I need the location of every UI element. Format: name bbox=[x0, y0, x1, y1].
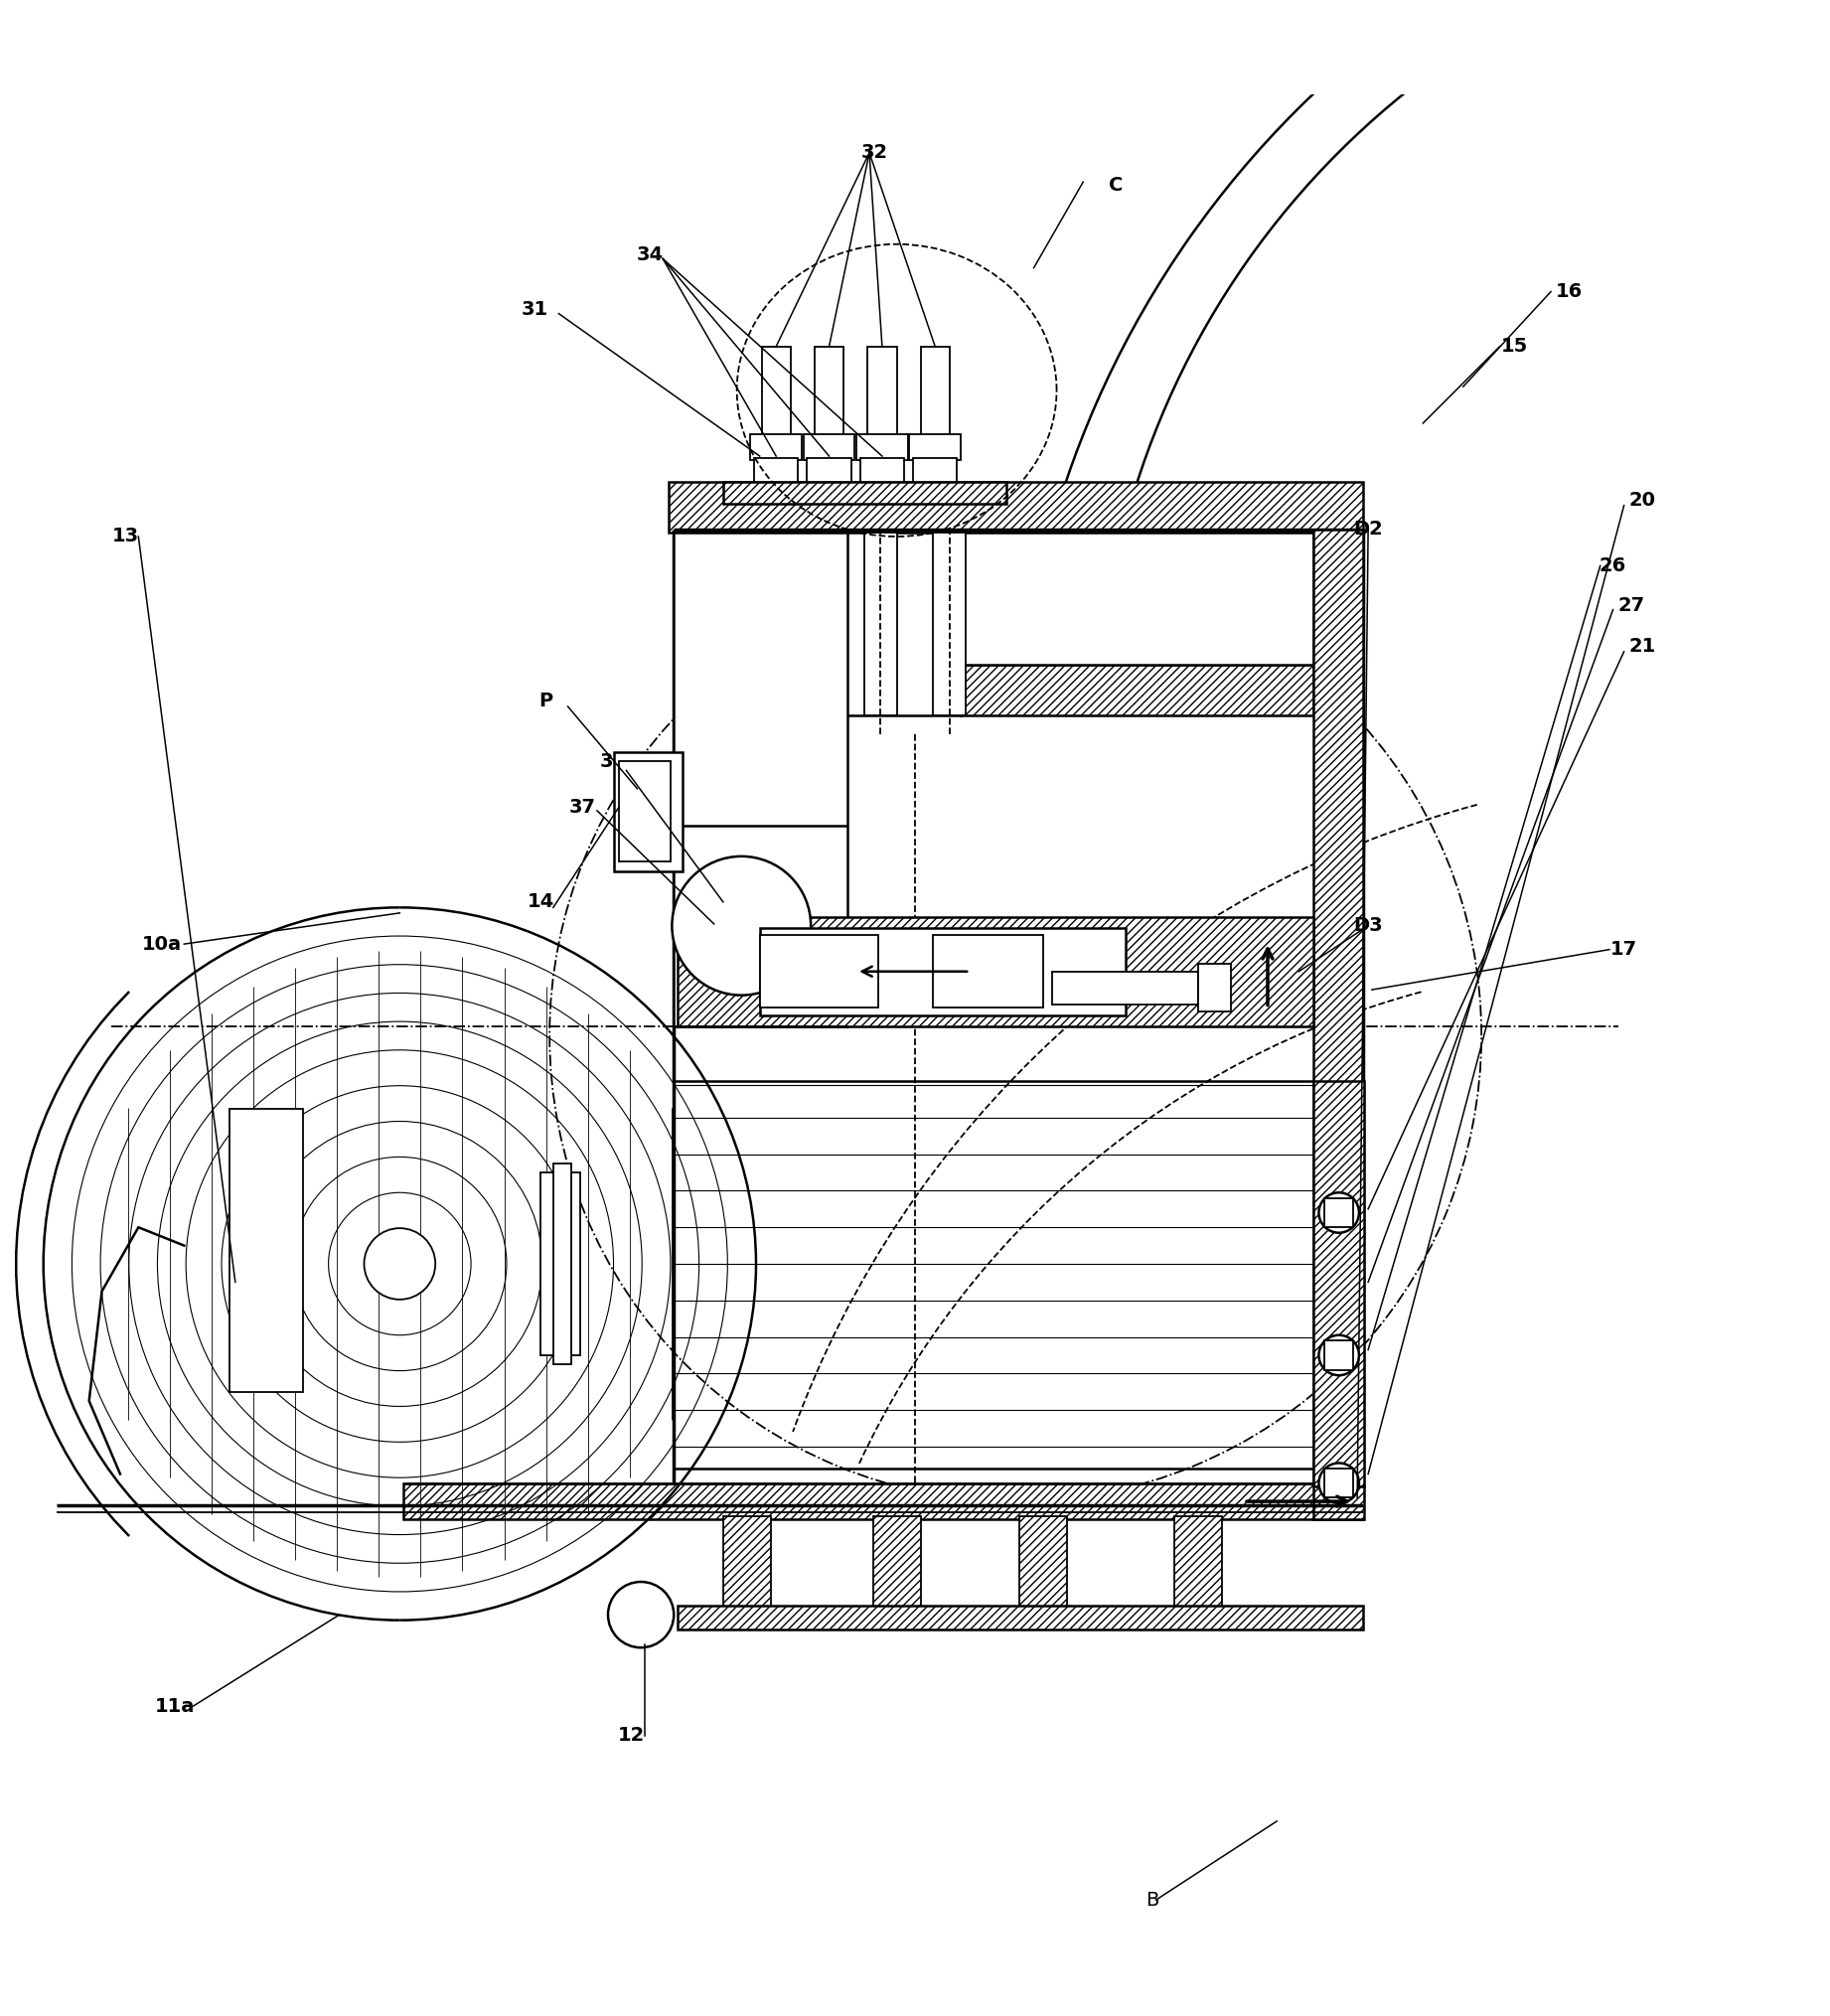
Bar bbox=[913, 458, 957, 482]
Bar bbox=[867, 347, 897, 437]
Circle shape bbox=[1319, 1464, 1360, 1504]
Bar bbox=[856, 433, 908, 460]
Bar bbox=[1199, 964, 1232, 1012]
Text: 17: 17 bbox=[1610, 939, 1638, 960]
Text: 34: 34 bbox=[637, 246, 664, 264]
Text: 15: 15 bbox=[1501, 337, 1528, 357]
Bar bbox=[553, 1163, 571, 1365]
Bar bbox=[933, 935, 1043, 1008]
Circle shape bbox=[672, 857, 811, 996]
Bar bbox=[677, 1605, 1363, 1629]
Bar bbox=[1325, 1468, 1354, 1498]
Bar bbox=[723, 1516, 770, 1607]
Bar bbox=[1314, 530, 1363, 1486]
Circle shape bbox=[1319, 1193, 1360, 1232]
Text: 26: 26 bbox=[1599, 556, 1627, 575]
Text: C: C bbox=[1109, 175, 1124, 196]
Text: 13: 13 bbox=[112, 526, 139, 546]
Circle shape bbox=[608, 1583, 673, 1647]
Bar bbox=[807, 458, 851, 482]
Bar bbox=[759, 927, 1125, 1016]
Circle shape bbox=[364, 1228, 436, 1300]
Text: 27: 27 bbox=[1618, 597, 1645, 615]
Text: B: B bbox=[1146, 1891, 1158, 1909]
Bar bbox=[403, 1484, 1363, 1520]
Bar bbox=[1019, 1516, 1067, 1607]
Bar bbox=[1052, 972, 1199, 1004]
Bar bbox=[759, 935, 878, 1008]
Bar bbox=[723, 482, 1007, 504]
Text: 12: 12 bbox=[619, 1726, 646, 1744]
Bar bbox=[1325, 1341, 1354, 1369]
Text: 11a: 11a bbox=[156, 1697, 196, 1716]
Text: 16: 16 bbox=[1556, 282, 1583, 300]
Bar bbox=[961, 665, 1363, 716]
Bar bbox=[231, 1109, 304, 1391]
Text: 21: 21 bbox=[1629, 637, 1656, 655]
Text: 10a: 10a bbox=[143, 935, 183, 954]
Circle shape bbox=[1319, 1335, 1360, 1375]
Bar bbox=[754, 458, 798, 482]
Bar bbox=[714, 532, 961, 716]
Text: 32: 32 bbox=[862, 143, 888, 161]
Text: 20: 20 bbox=[1629, 490, 1656, 510]
Bar bbox=[814, 347, 844, 437]
Bar bbox=[933, 532, 966, 716]
Text: 36: 36 bbox=[600, 752, 628, 770]
Text: 14: 14 bbox=[527, 893, 554, 911]
Bar bbox=[864, 532, 897, 716]
Bar bbox=[961, 532, 1363, 665]
Bar bbox=[677, 917, 1314, 1026]
Bar bbox=[873, 1516, 920, 1607]
Bar bbox=[673, 532, 847, 1026]
Bar bbox=[1175, 1516, 1222, 1607]
Bar bbox=[803, 433, 855, 460]
Bar bbox=[619, 762, 670, 861]
Text: D2: D2 bbox=[1354, 520, 1383, 538]
Bar bbox=[540, 1173, 580, 1355]
Bar bbox=[668, 482, 1363, 532]
Bar bbox=[860, 458, 904, 482]
Text: 31: 31 bbox=[522, 300, 549, 319]
Bar bbox=[613, 752, 683, 871]
Bar bbox=[761, 347, 791, 437]
Bar bbox=[1314, 1081, 1365, 1486]
Bar bbox=[714, 532, 765, 716]
Bar bbox=[920, 347, 950, 437]
Text: P: P bbox=[538, 691, 553, 710]
Bar bbox=[1314, 1486, 1365, 1520]
Bar bbox=[750, 433, 802, 460]
Bar bbox=[910, 433, 961, 460]
Bar bbox=[1325, 1198, 1354, 1228]
Text: 37: 37 bbox=[569, 798, 597, 816]
Text: D3: D3 bbox=[1354, 917, 1383, 935]
Bar bbox=[1314, 532, 1363, 716]
